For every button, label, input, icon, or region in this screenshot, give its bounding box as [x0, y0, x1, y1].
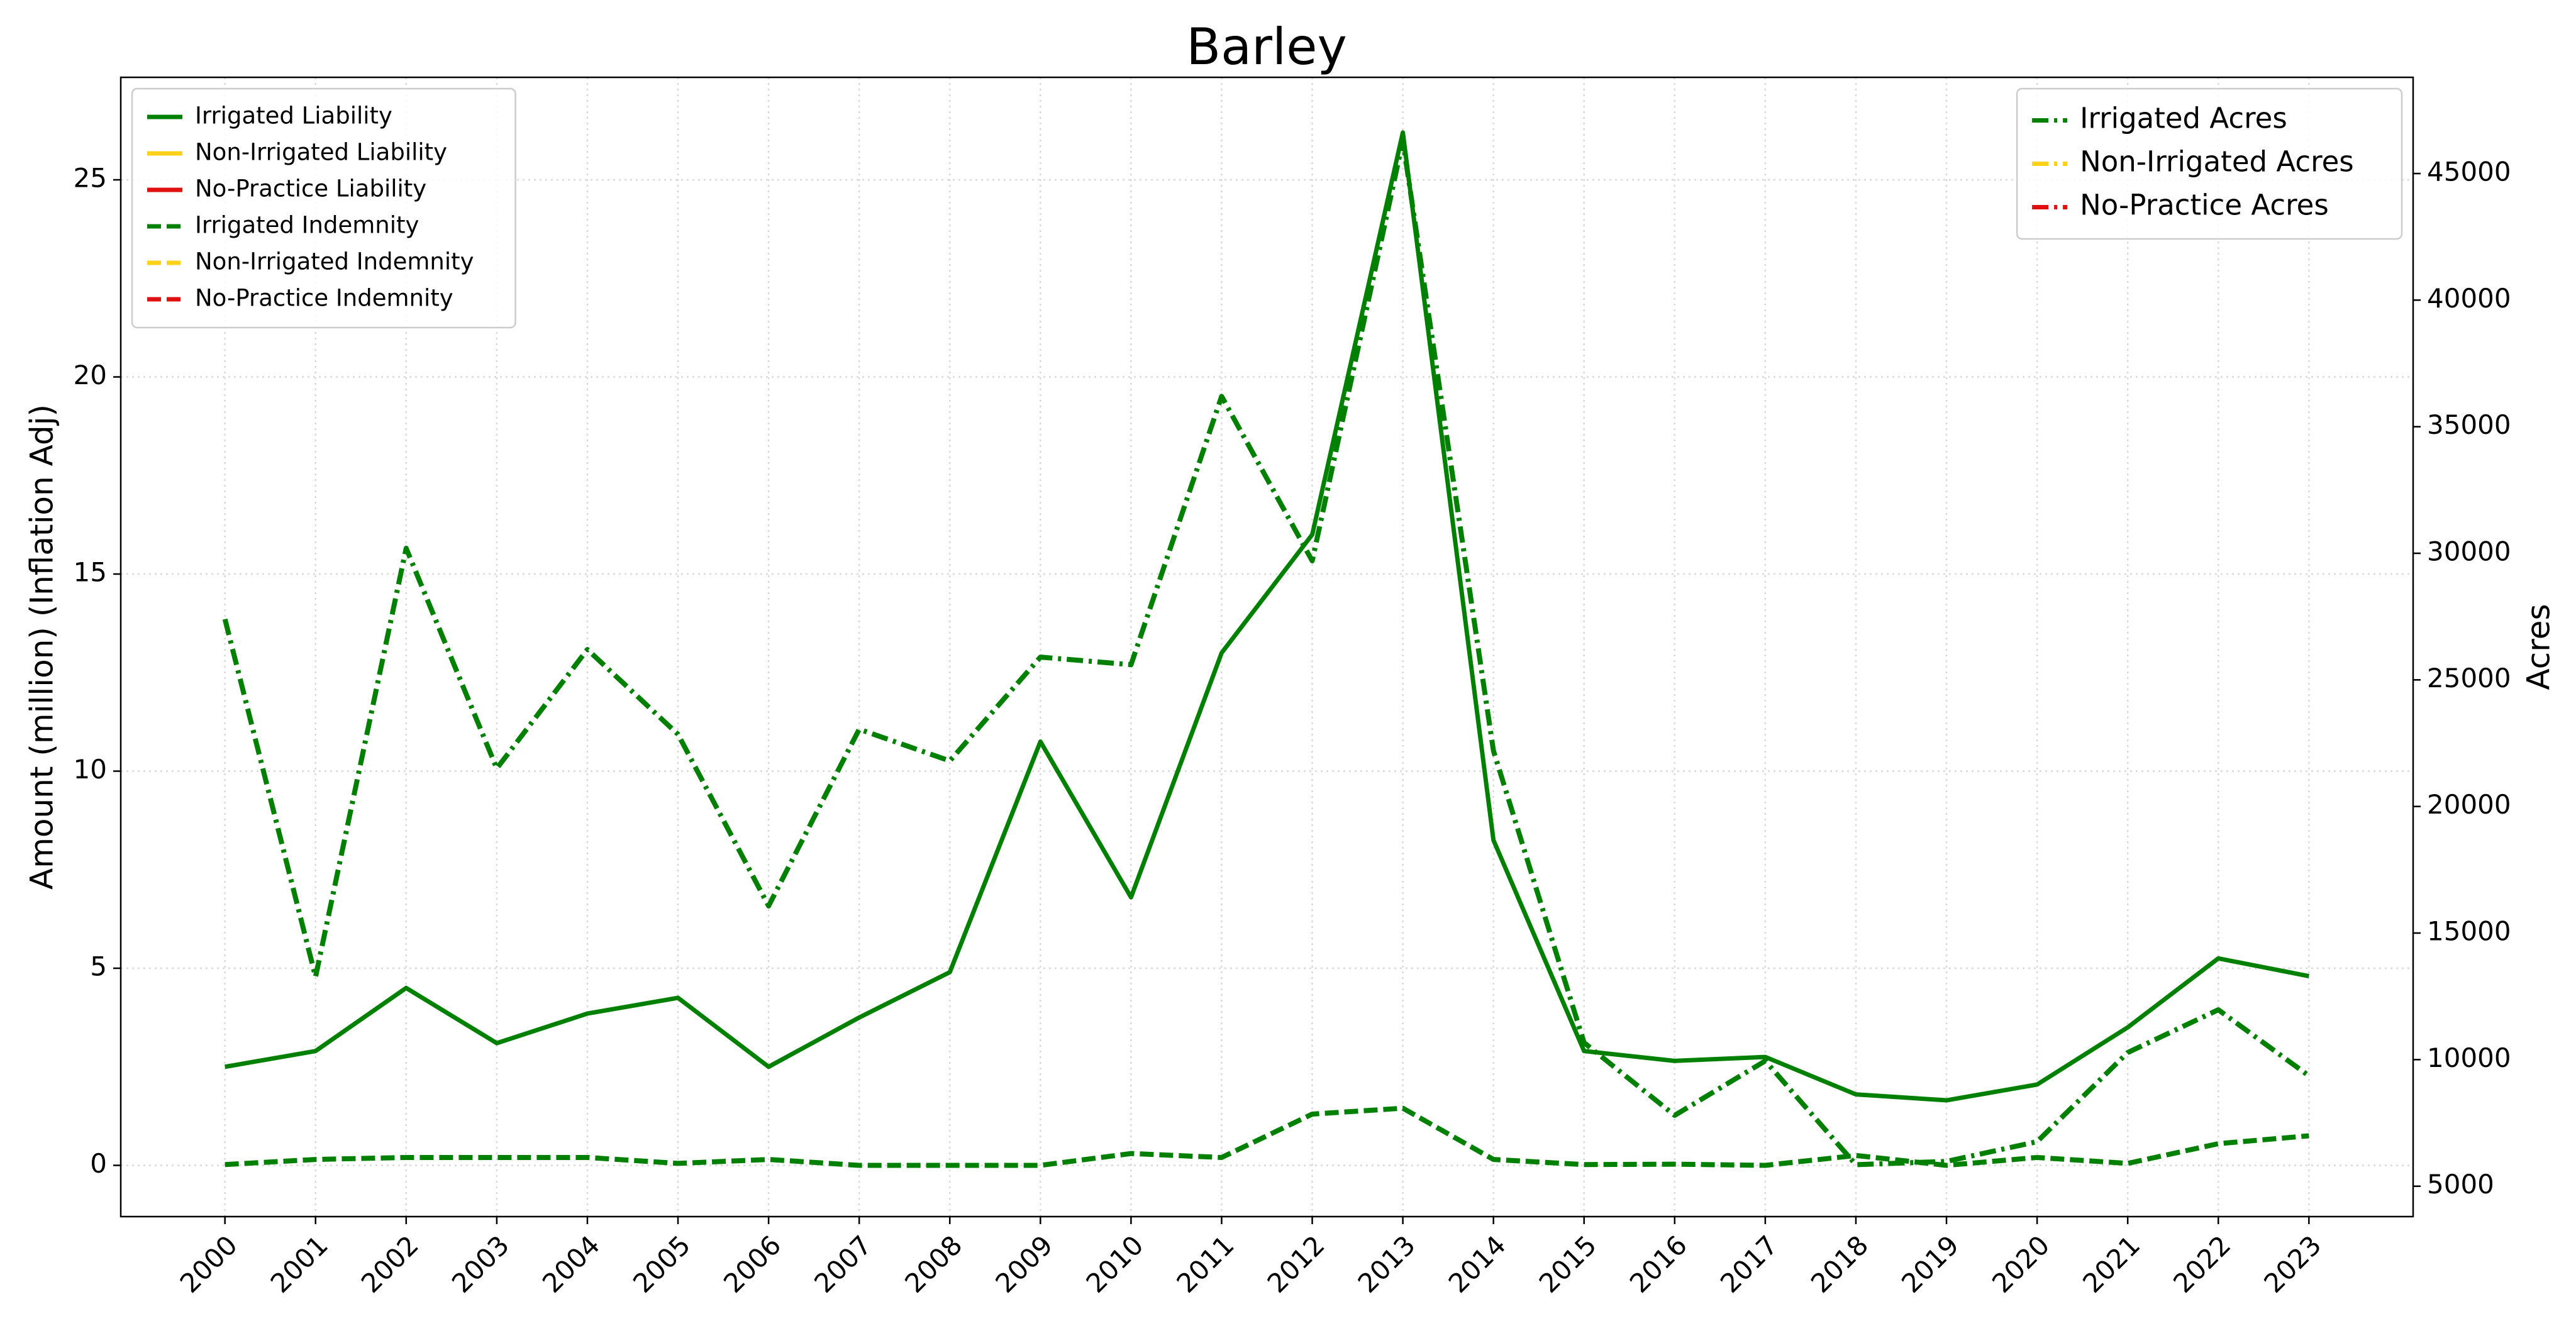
plot-frame: [119, 76, 2414, 1218]
legend-label: Irrigated Acres: [2080, 102, 2287, 135]
y2-tick-label: 20000: [2427, 789, 2511, 820]
y-tick-label: 25: [74, 163, 107, 194]
y2-tick-label: 25000: [2427, 663, 2511, 693]
y2-tick-label: 45000: [2427, 157, 2511, 187]
y2-tick-label: 5000: [2427, 1169, 2494, 1200]
y2-tick-label: 40000: [2427, 283, 2511, 314]
line-series: [225, 1105, 2309, 1168]
y-tick-label: 15: [74, 557, 107, 588]
legend: Irrigated Liability Non-Irrigated Liabili…: [131, 87, 516, 329]
legend-label: Non-Irrigated Liability: [195, 139, 447, 166]
y-tick-label: 10: [74, 754, 107, 785]
y2-tick-label: 15000: [2427, 916, 2511, 947]
line-series: [222, 138, 2311, 1168]
y2-tick-label: 35000: [2427, 409, 2511, 440]
y-tick-label: 20: [74, 360, 107, 390]
line-series: [225, 130, 2309, 1103]
legend-label: Irrigated Indemnity: [195, 212, 419, 239]
y2-tick-label: 10000: [2427, 1042, 2511, 1073]
legend-label: No-Practice Acres: [2080, 189, 2329, 222]
legend-label: Irrigated Liability: [195, 102, 392, 130]
legend-label: No-Practice Liability: [195, 175, 426, 202]
chart-title: Barley: [1186, 18, 1347, 76]
legend: Irrigated Acres Non-Irrigated Acres No-Pra…: [2016, 87, 2403, 240]
legend-box: [131, 87, 516, 329]
y-axis-label: Amount (million) (Inflation Adj): [24, 404, 60, 890]
y-tick-label: 0: [90, 1148, 107, 1179]
y2-axis-label: Acres: [2521, 604, 2557, 690]
legend-label: Non-Irrigated Acres: [2080, 145, 2354, 179]
legend-label: Non-Irrigated Indemnity: [195, 248, 474, 275]
legend-box: [2016, 87, 2403, 240]
y-tick-label: 5: [90, 951, 107, 981]
y2-tick-label: 30000: [2427, 536, 2511, 567]
legend-label: No-Practice Indemnity: [195, 285, 453, 312]
